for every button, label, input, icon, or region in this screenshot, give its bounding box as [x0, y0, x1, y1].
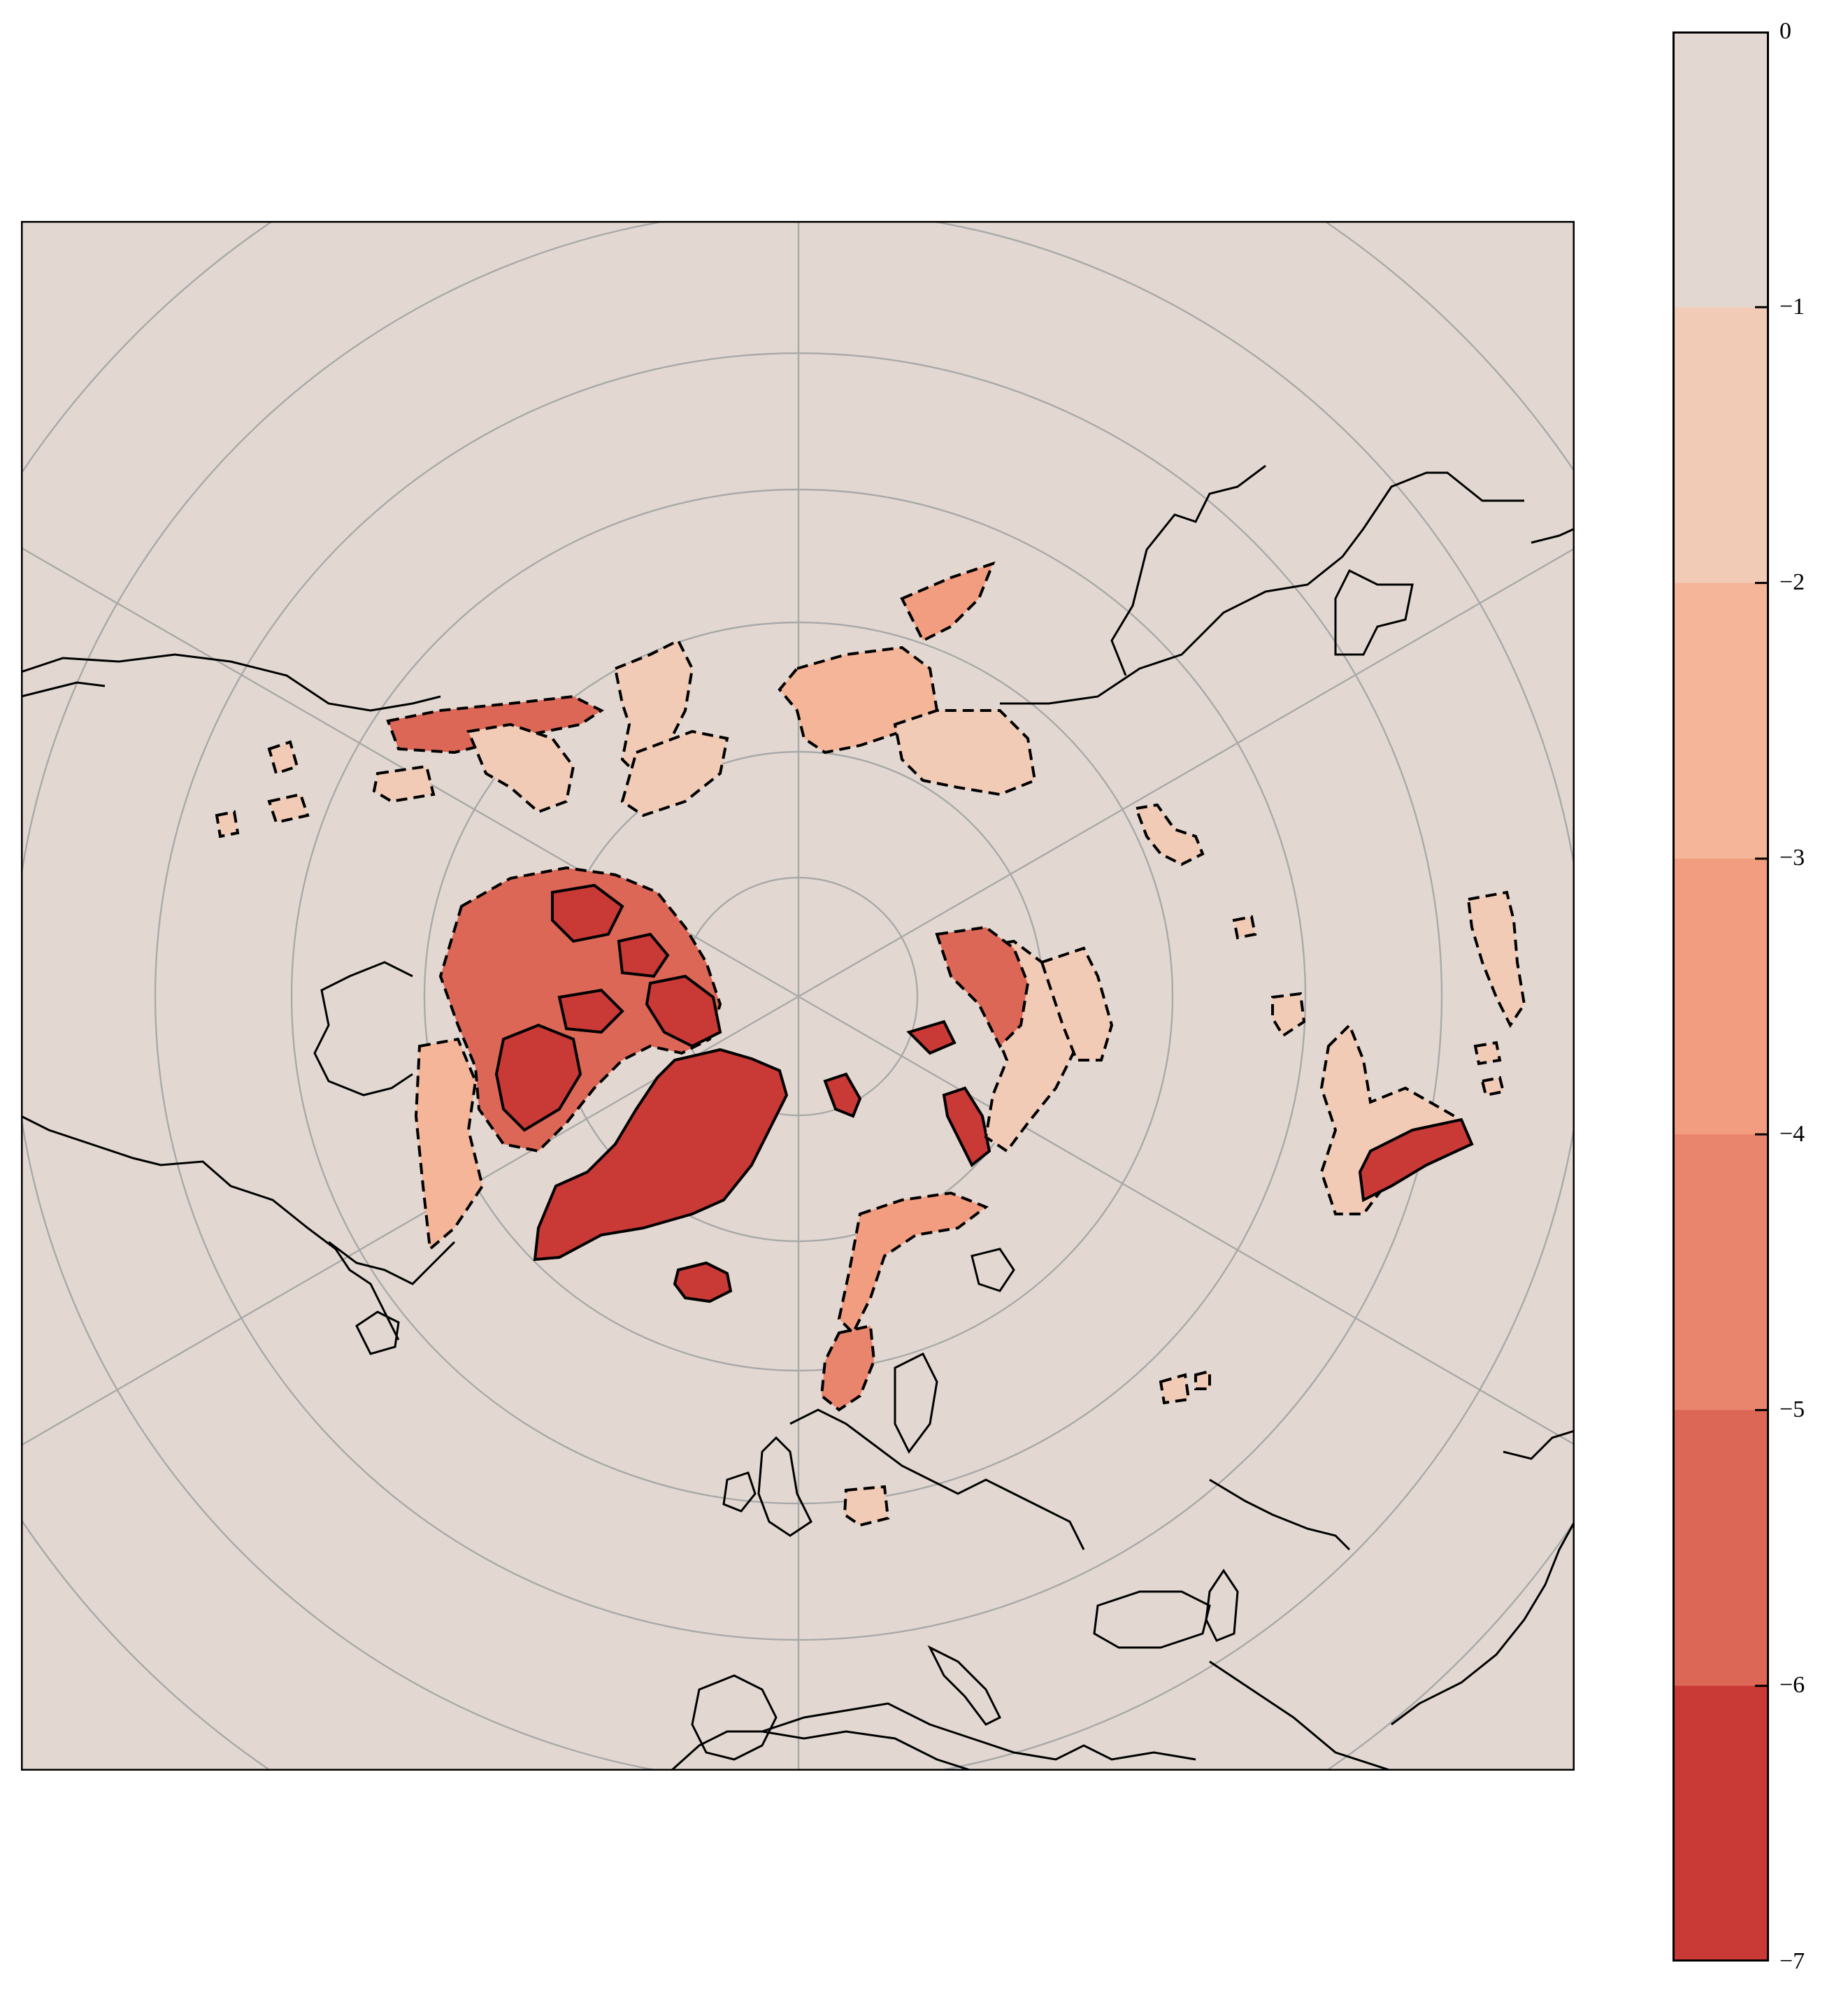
map-panel — [21, 221, 1575, 1771]
mackenzie-region — [620, 729, 729, 817]
colorbar-tick-label: −4 — [1779, 1121, 1805, 1147]
colorbar-tick-label: −2 — [1779, 569, 1805, 595]
novaya-zemlya-region — [942, 1086, 991, 1168]
ellesmere-island — [645, 974, 722, 1048]
yakutia-region — [900, 561, 996, 643]
iceland-region — [673, 1261, 733, 1304]
coastline-north-africa — [670, 1730, 973, 1771]
altai-region — [1134, 803, 1205, 866]
greenland-region — [533, 1048, 789, 1262]
ural-region — [1040, 946, 1114, 1062]
colorbar-tick-label: 0 — [1779, 18, 1791, 44]
coastlines — [21, 464, 1575, 1771]
coastline-ireland — [722, 1471, 757, 1513]
colorbar-tick-label: −3 — [1779, 845, 1805, 871]
himalaya-small-region — [1473, 1041, 1505, 1097]
tibet-region — [1466, 890, 1526, 1028]
axel-heiberg-island — [617, 932, 670, 978]
map-frame — [21, 221, 1575, 1771]
coastline-white-sea — [970, 1248, 1015, 1292]
colorbar-ticks — [1755, 31, 1768, 1962]
colorbar-frame — [1672, 31, 1769, 1962]
franz-josef-region — [906, 1020, 957, 1055]
devon-island — [557, 988, 624, 1034]
canadian-islands — [494, 883, 722, 1132]
coastline-europe-north — [789, 1408, 1085, 1550]
tian-shan-small-region — [1232, 915, 1257, 940]
coastline-kamchatka — [1110, 464, 1266, 676]
coastline-labrador — [328, 1241, 456, 1285]
alaska-region — [386, 694, 604, 755]
colorbar-band — [1673, 1685, 1768, 1962]
coastline-korea — [1503, 1429, 1575, 1460]
coastline-china-east — [1391, 1521, 1575, 1726]
coastline-arabia — [1209, 1660, 1392, 1771]
meridian-line — [21, 995, 799, 1447]
coast-range-region — [215, 740, 310, 838]
colorbar-band — [1673, 858, 1768, 1135]
coastline-siberia-north — [1000, 471, 1524, 705]
alps-region — [843, 1485, 890, 1527]
coastline-black-sea — [1093, 1590, 1211, 1649]
coastline-persian-gulf — [1209, 1478, 1351, 1551]
coastline-aleutians — [21, 681, 106, 698]
coastline-north-america-east — [21, 1115, 400, 1341]
coastline-hudson-bay — [313, 961, 413, 1097]
anomaly-regions — [215, 561, 1526, 1527]
scandinavia-region — [819, 1324, 876, 1412]
coastline-iberia — [691, 1674, 778, 1761]
pamir-small-region — [1271, 992, 1306, 1038]
colorbar-band — [1673, 1134, 1768, 1410]
taymyr-region — [935, 925, 1030, 1049]
colorbar-tick-label: −7 — [1779, 1948, 1805, 1974]
karakoram-region — [1358, 1117, 1474, 1203]
coastline-baltic — [894, 1352, 938, 1454]
colorbar-labels: 0 −1 −2 −3 −4 −5 −6 −7 — [1779, 18, 1842, 1974]
colorbar-bands — [1673, 31, 1768, 1962]
northern-norway-region — [837, 1191, 989, 1336]
verkhoyansk-region — [893, 709, 1037, 797]
colorbar-tick-label: −6 — [1779, 1672, 1805, 1698]
coastline-italy — [927, 1645, 1002, 1726]
coastline-caspian — [1205, 1569, 1239, 1642]
colorbar-band — [1673, 583, 1768, 859]
rockies-region — [372, 764, 436, 803]
brooks-range-region — [613, 638, 694, 783]
colorbar-tick-label: −1 — [1779, 294, 1805, 320]
colorbar-band — [1673, 31, 1768, 308]
colorbar-band — [1673, 1410, 1768, 1687]
hudson-bay-region — [414, 1037, 485, 1252]
coastline-japan — [1531, 527, 1575, 544]
coastline-alaska-pacific — [21, 653, 441, 712]
baffin-island — [494, 1023, 582, 1132]
colorbar-tick-label: −5 — [1779, 1397, 1805, 1422]
victoria-island — [551, 883, 624, 943]
colorbar-band — [1673, 307, 1768, 584]
coastline-newfoundland — [355, 1310, 400, 1355]
caucasus-region — [1159, 1369, 1211, 1405]
meridian-line — [798, 995, 1575, 1446]
coastline-mediterranean — [761, 1702, 1196, 1761]
coastline-britain — [757, 1436, 812, 1537]
meridian-line — [798, 547, 1575, 998]
svalbard-region — [823, 1072, 862, 1118]
colorbar — [1672, 31, 1769, 1962]
yukon-region — [466, 722, 575, 814]
coastline-okhotsk — [1334, 569, 1414, 656]
